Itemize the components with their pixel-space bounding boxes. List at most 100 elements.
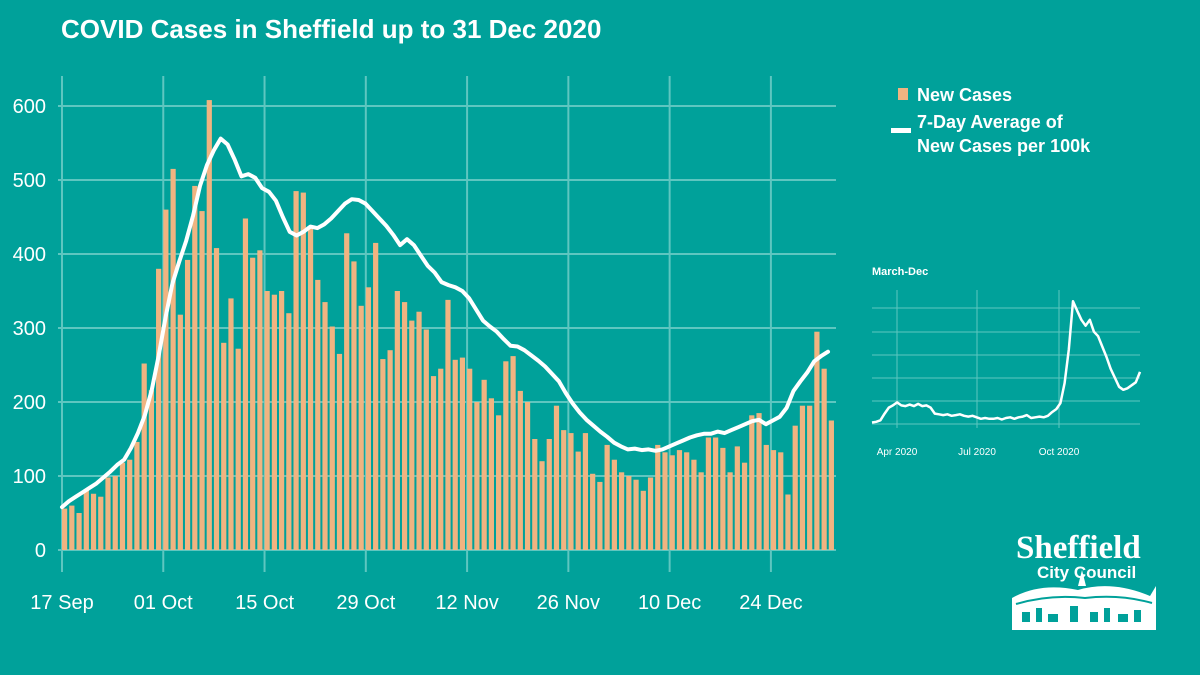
legend-label-seven-day-average: 7-Day Average of New Cases per 100k [917,112,1091,156]
new-cases-bar [112,476,118,550]
y-tick-label: 500 [13,170,46,192]
new-cases-bar [734,446,740,550]
new-cases-bars [62,100,834,551]
new-cases-bar [206,100,212,550]
legend-swatch-seven-day-average [891,128,911,133]
logo-wordmark: Sheffield [1016,530,1141,566]
x-axis-ticks: 17 Sep 01 Oct 15 Oct 29 Oct 12 Nov 26 Nov 10 D… [30,592,802,614]
new-cases-bar [626,476,632,550]
new-cases-bar [452,359,458,550]
new-cases-bar [749,415,755,550]
new-cases-bar [213,248,220,550]
new-cases-bar [148,390,155,550]
inset-x-tick-label: Apr 2020 [877,447,918,458]
y-tick-label: 200 [13,392,46,414]
inset-x-tick-label: Jul 2020 [958,447,996,458]
new-cases-bar [770,450,777,550]
new-cases-bar [438,368,444,550]
chart-title: COVID Cases in Sheffield up to 31 Dec 20… [61,14,601,44]
new-cases-bar [409,320,415,550]
new-cases-bar [387,350,393,550]
new-cases-bar [496,415,502,550]
new-cases-bar [351,261,357,550]
new-cases-bar [590,473,596,550]
city-skyline-emblem [1012,570,1156,630]
new-cases-bar [474,402,480,550]
new-cases-bar [401,302,408,550]
new-cases-bar [633,479,639,550]
new-cases-bar [684,452,690,550]
new-cases-bar [532,439,538,550]
new-cases-bar [228,298,234,550]
x-tick-label: 12 Nov [435,592,498,614]
new-cases-bar [445,299,451,550]
new-cases-bar [488,398,494,550]
new-cases-bar [250,257,256,550]
legend-swatch-new-cases [898,88,908,100]
new-cases-bar [604,444,610,550]
x-tick-label: 24 Dec [739,592,802,614]
new-cases-bar [365,287,372,550]
new-cases-bar [163,209,169,550]
new-cases-bar [517,390,523,550]
new-cases-bar [568,433,574,550]
new-cases-bar [307,228,314,550]
y-tick-label: 0 [35,540,46,562]
new-cases-bar [177,314,183,550]
new-cases-bar [698,472,704,550]
new-cases-bar [322,302,328,550]
new-cases-bar [423,329,429,550]
new-cases-bar [763,444,769,550]
legend-label-new-cases: New Cases [917,85,1012,105]
new-cases-bar [293,191,299,550]
new-cases-bar [720,447,726,550]
new-cases-bar [264,291,270,550]
new-cases-bar [778,452,784,550]
x-tick-label: 26 Nov [537,592,600,614]
y-tick-label: 400 [13,244,46,266]
new-cases-bar [69,505,75,550]
new-cases-bar [156,268,162,550]
new-cases-bar [546,439,552,550]
y-axis-ticks: 0 100 200 300 400 500 600 [13,96,46,562]
new-cases-bar [235,348,241,550]
new-cases-bar [344,233,350,550]
inset-march-dec-line [871,299,1142,424]
new-cases-bar [257,250,263,551]
new-cases-bar [199,211,205,550]
seven-day-average-line [60,136,830,510]
inset-chart: March-Dec Apr 2020 Jul 2020 Oct 2020 [871,266,1142,458]
new-cases-bar [170,168,176,550]
new-cases-bar [618,472,625,550]
new-cases-bar [597,481,603,550]
sheffield-logo: Sheffield City Council [1012,530,1156,630]
new-cases-bar [705,437,712,550]
new-cases-bar [814,331,820,550]
new-cases-bar [611,459,617,550]
new-cases-bar [279,291,285,550]
new-cases-bar [329,326,335,550]
new-cases-bar [380,359,386,550]
new-cases-bar [640,490,646,550]
new-cases-bar [741,462,748,550]
new-cases-bar [713,437,719,550]
new-cases-bar [524,402,531,550]
new-cases-bar [575,451,581,550]
x-tick-label: 10 Dec [638,592,701,614]
new-cases-bar [510,356,516,550]
new-cases-bar [358,305,364,550]
new-cases-bar [416,311,422,550]
new-cases-bar [539,461,545,550]
new-cases-bar [76,513,82,550]
new-cases-bar [756,413,762,550]
new-cases-bar [134,441,140,550]
new-cases-bar [271,294,277,550]
new-cases-bar [141,363,147,550]
x-tick-label: 01 Oct [134,592,193,614]
new-cases-bar [62,508,68,550]
new-cases-bar [98,496,104,550]
y-tick-label: 100 [13,466,46,488]
legend: New Cases 7-Day Average of New Cases per … [891,85,1091,156]
new-cases-bar [662,452,668,550]
